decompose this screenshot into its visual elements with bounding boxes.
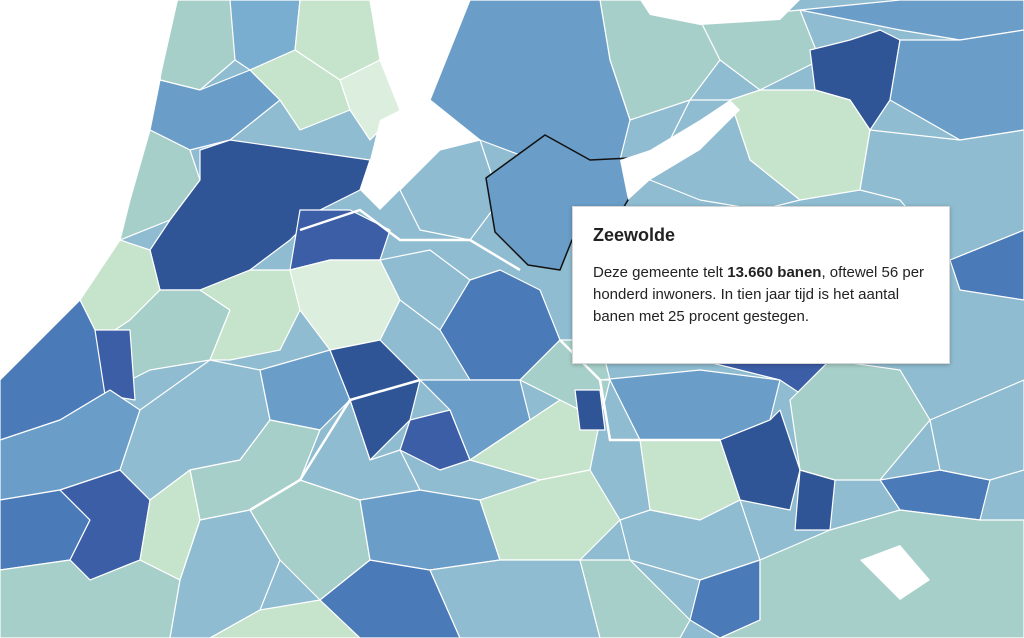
tooltip-text: Deze gemeente telt 13.660 banen, oftewel… [593,262,929,328]
region [149,139,371,291]
region [579,559,691,638]
region [359,489,501,571]
province-border [249,378,421,512]
region [169,509,281,638]
tooltip-title: Zeewolde [593,225,676,245]
region [0,559,181,638]
region [889,29,1024,141]
region [619,499,761,581]
region [574,389,606,431]
tooltip-text-part: Deze gemeente telt [593,264,724,281]
lake [620,100,740,200]
lake [640,0,800,25]
region [929,379,1024,481]
region [799,0,1024,41]
tooltip: Zeewolde Deze gemeente telt 13.660 banen… [572,206,950,364]
tooltip-highlight: 13.660 banen [727,264,822,281]
region [399,409,471,471]
tooltip-text-part: , oftewel 56 per honderd inwoners. In ti… [593,264,925,325]
river [860,545,930,600]
region [794,469,836,531]
region [199,269,301,361]
sea [0,0,178,380]
region [289,259,401,351]
province-border [559,339,720,442]
lake [360,0,480,210]
region [859,129,1024,261]
region [94,329,136,401]
region [879,469,991,521]
region [429,559,601,638]
province-border [299,208,521,272]
region [719,509,1024,638]
